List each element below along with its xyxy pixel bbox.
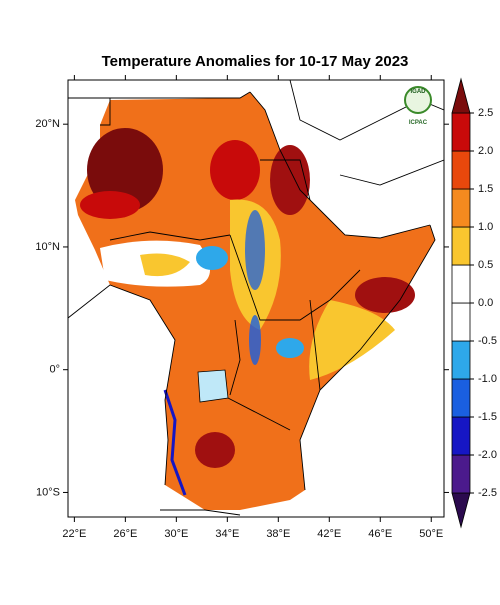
colorbar-label: -2.5: [478, 487, 497, 499]
colorbar-label: -1.5: [478, 411, 497, 423]
colorbar-end: [451, 492, 471, 529]
logo-emblem: [404, 86, 432, 114]
warm-area: [309, 300, 395, 380]
x-tick-label: 34°E: [215, 528, 239, 540]
x-tick-label: 50°E: [419, 528, 443, 540]
colorbar-label: 1.5: [478, 183, 493, 195]
warm-area: [140, 253, 190, 277]
colorbar-bin: [451, 416, 471, 456]
map-frame: [67, 79, 445, 518]
y-tick-label: 0°: [49, 364, 60, 376]
colorbar-label: 2.0: [478, 145, 493, 157]
colorbar-label: 2.5: [478, 107, 493, 119]
hot-spot: [195, 432, 235, 468]
hot-spot: [80, 191, 140, 219]
hot-spot: [210, 140, 260, 200]
colorbar-label: -0.5: [478, 335, 497, 347]
lake-victoria: [197, 369, 229, 403]
colorbar-label: 0.0: [478, 297, 493, 309]
map-field: [68, 80, 444, 516]
hot-spot: [270, 145, 310, 215]
x-tick-label: 46°E: [368, 528, 392, 540]
lake-tanganyika: [163, 389, 187, 496]
x-tick-label: 42°E: [317, 528, 341, 540]
colorbar-bin: [451, 188, 471, 228]
y-tick-label: 10°N: [35, 241, 60, 253]
colorbar-label: -2.0: [478, 449, 497, 461]
colorbar-end: [451, 77, 471, 114]
logo-org: ICPAC: [409, 120, 428, 126]
x-tick-label: 26°E: [113, 528, 137, 540]
logo-name: IGAD: [411, 89, 427, 95]
colorbar-bin: [451, 302, 471, 342]
y-tick-label: 10°S: [36, 486, 60, 498]
x-tick-label: 22°E: [62, 528, 86, 540]
colorbar-label: 0.5: [478, 259, 493, 271]
hot-spot: [355, 277, 415, 313]
colorbar-label: 1.0: [478, 221, 493, 233]
colorbar-label: -1.0: [478, 373, 497, 385]
cool-area: [245, 210, 265, 290]
borders: [68, 80, 444, 516]
y-tick-label: 20°N: [35, 118, 60, 130]
x-tick-label: 38°E: [266, 528, 290, 540]
x-tick-label: 30°E: [164, 528, 188, 540]
colorbar-bin: [451, 112, 471, 152]
colorbar-bin: [451, 378, 471, 418]
cool-area: [196, 246, 228, 270]
colorbar-bin: [451, 226, 471, 266]
colorbar-bin: [451, 150, 471, 190]
colorbar-bin: [451, 454, 471, 494]
cool-area: [249, 315, 261, 365]
colorbar-bin: [451, 340, 471, 380]
colorbar-bin: [451, 264, 471, 304]
map-title: Temperature Anomalies for 10-17 May 2023: [102, 53, 409, 70]
cool-area: [276, 338, 304, 358]
hot-spot: [87, 128, 163, 212]
